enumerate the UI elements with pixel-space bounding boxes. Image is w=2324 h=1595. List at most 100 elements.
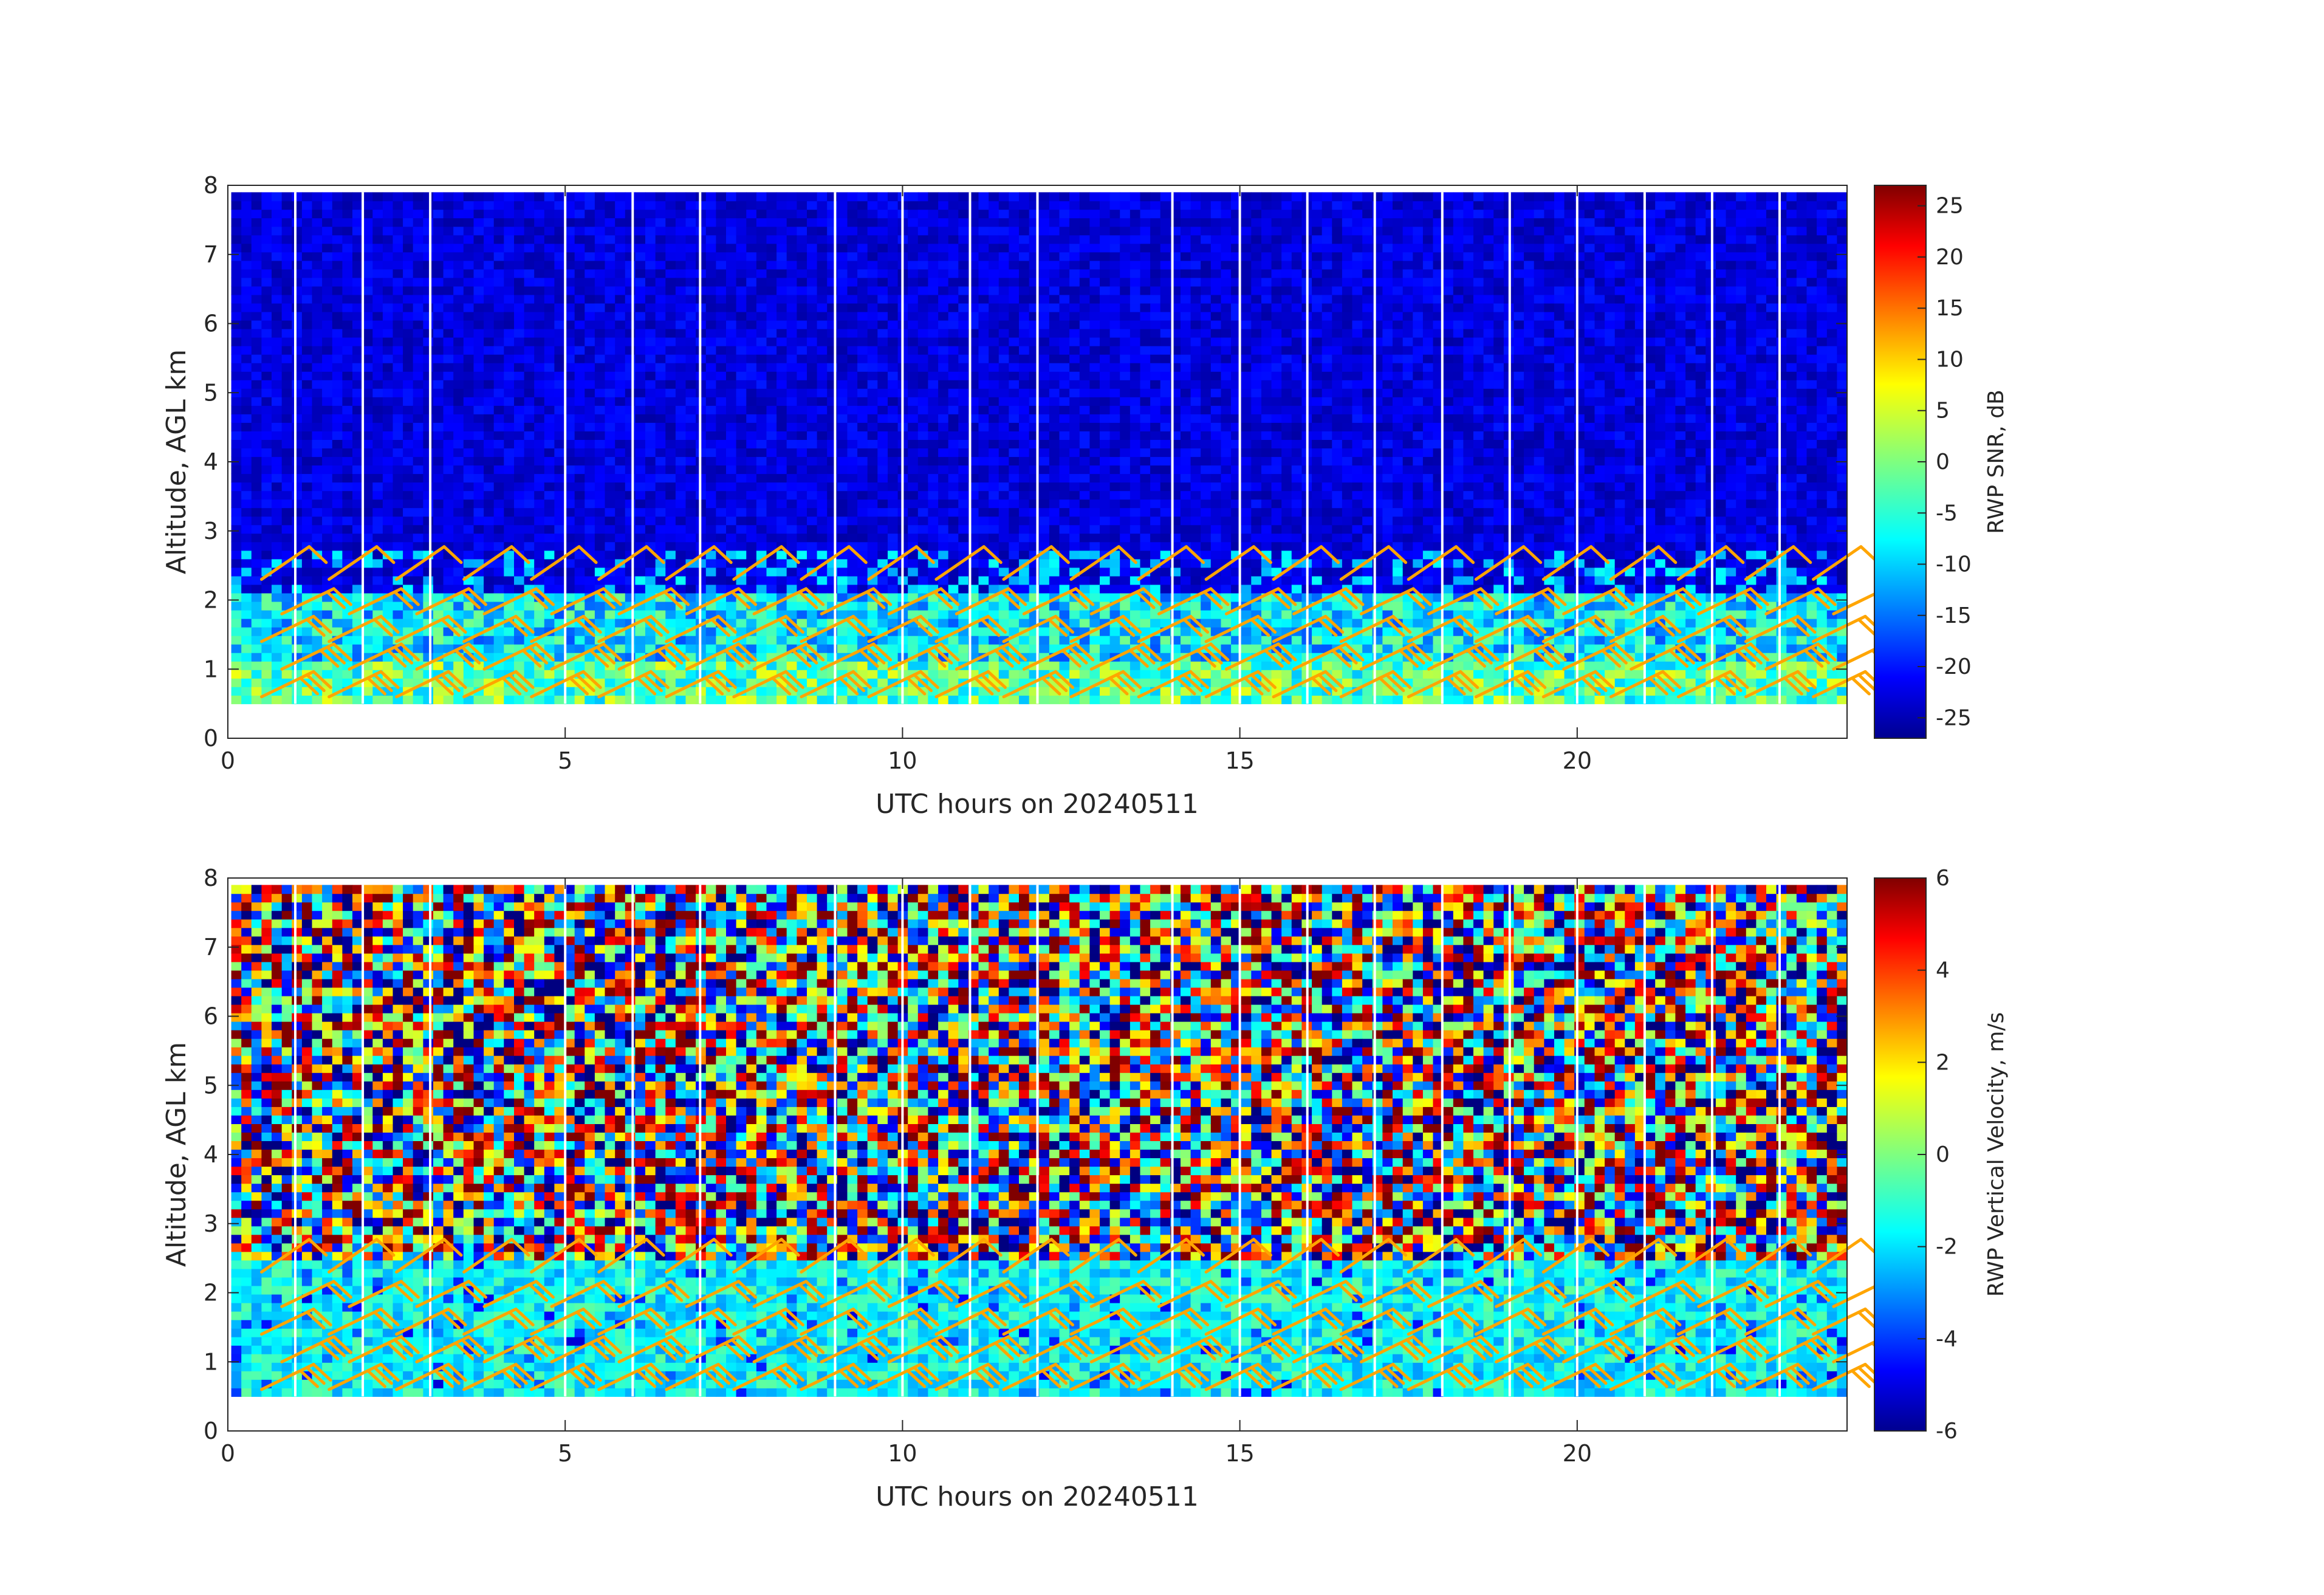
heatmap-cell (1049, 260, 1060, 270)
heatmap-cell (1049, 499, 1060, 509)
heatmap-cell (645, 294, 656, 304)
heatmap-cell (635, 371, 646, 380)
heatmap-cell (241, 303, 252, 312)
heatmap-cell (776, 226, 787, 236)
heatmap-cell (877, 320, 888, 329)
heatmap-cell (301, 448, 313, 458)
heatmap-cell (736, 235, 747, 244)
heatmap-cell (272, 670, 283, 679)
heatmap-cell (564, 439, 575, 448)
heatmap-cell (837, 524, 848, 534)
heatmap-cell (989, 209, 999, 219)
heatmap-cell (574, 260, 586, 270)
heatmap-cell (786, 235, 798, 244)
heatmap-cell (655, 473, 667, 483)
heatmap-cell (403, 499, 414, 509)
heatmap-cell (989, 661, 999, 670)
heatmap-cell (231, 286, 242, 295)
heatmap-cell (554, 405, 565, 414)
heatmap-cell (403, 670, 414, 679)
heatmap-cell (514, 235, 525, 244)
heatmap-cell (443, 414, 454, 423)
heatmap-cell (877, 311, 888, 321)
heatmap-cell (514, 192, 525, 202)
heatmap-cell (837, 320, 848, 329)
heatmap-cell (685, 643, 696, 653)
heatmap-cell (574, 243, 586, 253)
heatmap-cell (554, 507, 565, 517)
heatmap-cell (635, 320, 646, 329)
heatmap-cell (301, 490, 313, 500)
heatmap-cell (797, 541, 807, 551)
heatmap-cell (453, 303, 464, 312)
heatmap-cell (301, 388, 313, 397)
heatmap-cell (352, 507, 363, 517)
heatmap-cell (403, 541, 414, 551)
heatmap-cell (877, 661, 888, 670)
heatmap-cell (705, 328, 717, 338)
heatmap-cell (443, 388, 454, 397)
heatmap-cell (493, 456, 505, 466)
heatmap-cell (786, 465, 798, 475)
heatmap-cell (1039, 635, 1050, 645)
heatmap-cell (655, 260, 667, 270)
heatmap-cell (675, 661, 687, 670)
heatmap-cell (301, 380, 313, 389)
heatmap-cell (1059, 388, 1070, 397)
heatmap-cell (301, 311, 313, 321)
heatmap-cell (746, 575, 757, 585)
heatmap-cell (615, 490, 626, 500)
heatmap-cell (372, 337, 383, 346)
heatmap-cell (352, 414, 363, 423)
heatmap-cell (352, 269, 363, 278)
heatmap-cell (605, 388, 615, 397)
heatmap-cell (312, 243, 323, 253)
heatmap-cell (1039, 303, 1050, 312)
heatmap-cell (817, 235, 828, 244)
heatmap-cell (423, 345, 434, 355)
heatmap-cell (261, 661, 272, 670)
heatmap-cell (705, 303, 717, 312)
heatmap-cell (1019, 482, 1030, 492)
heatmap-cell (352, 380, 363, 389)
heatmap-cell (241, 567, 252, 577)
heatmap-cell (272, 414, 283, 423)
heatmap-cell (928, 533, 939, 543)
heatmap-cell (716, 482, 727, 492)
heatmap-cell (362, 431, 373, 440)
heatmap-cell (675, 380, 687, 389)
heatmap-cell (756, 448, 767, 458)
heatmap-cell (433, 533, 444, 543)
heatmap-cell (372, 499, 383, 509)
heatmap-cell (403, 345, 414, 355)
heatmap-cell (484, 670, 495, 679)
heatmap-cell (423, 320, 434, 329)
heatmap-cell (312, 558, 323, 568)
heatmap-cell (231, 499, 242, 509)
heatmap-cell (807, 320, 818, 329)
heatmap-cell (645, 507, 656, 517)
heatmap-cell (443, 695, 454, 704)
heatmap-cell (453, 516, 464, 526)
heatmap-cell (251, 653, 262, 662)
heatmap-cell (625, 448, 636, 458)
heatmap-cell (989, 294, 999, 304)
heatmap-cell (1059, 235, 1070, 244)
heatmap-cell (463, 311, 475, 321)
heatmap-cell (786, 226, 798, 236)
heatmap-cell (948, 286, 959, 295)
heatmap-cell (726, 328, 737, 338)
heatmap-cell (272, 490, 283, 500)
heatmap-cell (453, 354, 464, 363)
heatmap-cell (534, 269, 545, 278)
heatmap-cell (301, 516, 313, 526)
heatmap-cell (766, 473, 777, 483)
heatmap-cell (655, 328, 667, 338)
heatmap-cell (231, 405, 242, 414)
heatmap-cell (867, 371, 879, 380)
heatmap-cell (312, 422, 323, 431)
heatmap-cell (605, 609, 615, 619)
heatmap-cell (817, 209, 828, 219)
heatmap-cell (786, 490, 798, 500)
heatmap-cell (584, 584, 595, 594)
